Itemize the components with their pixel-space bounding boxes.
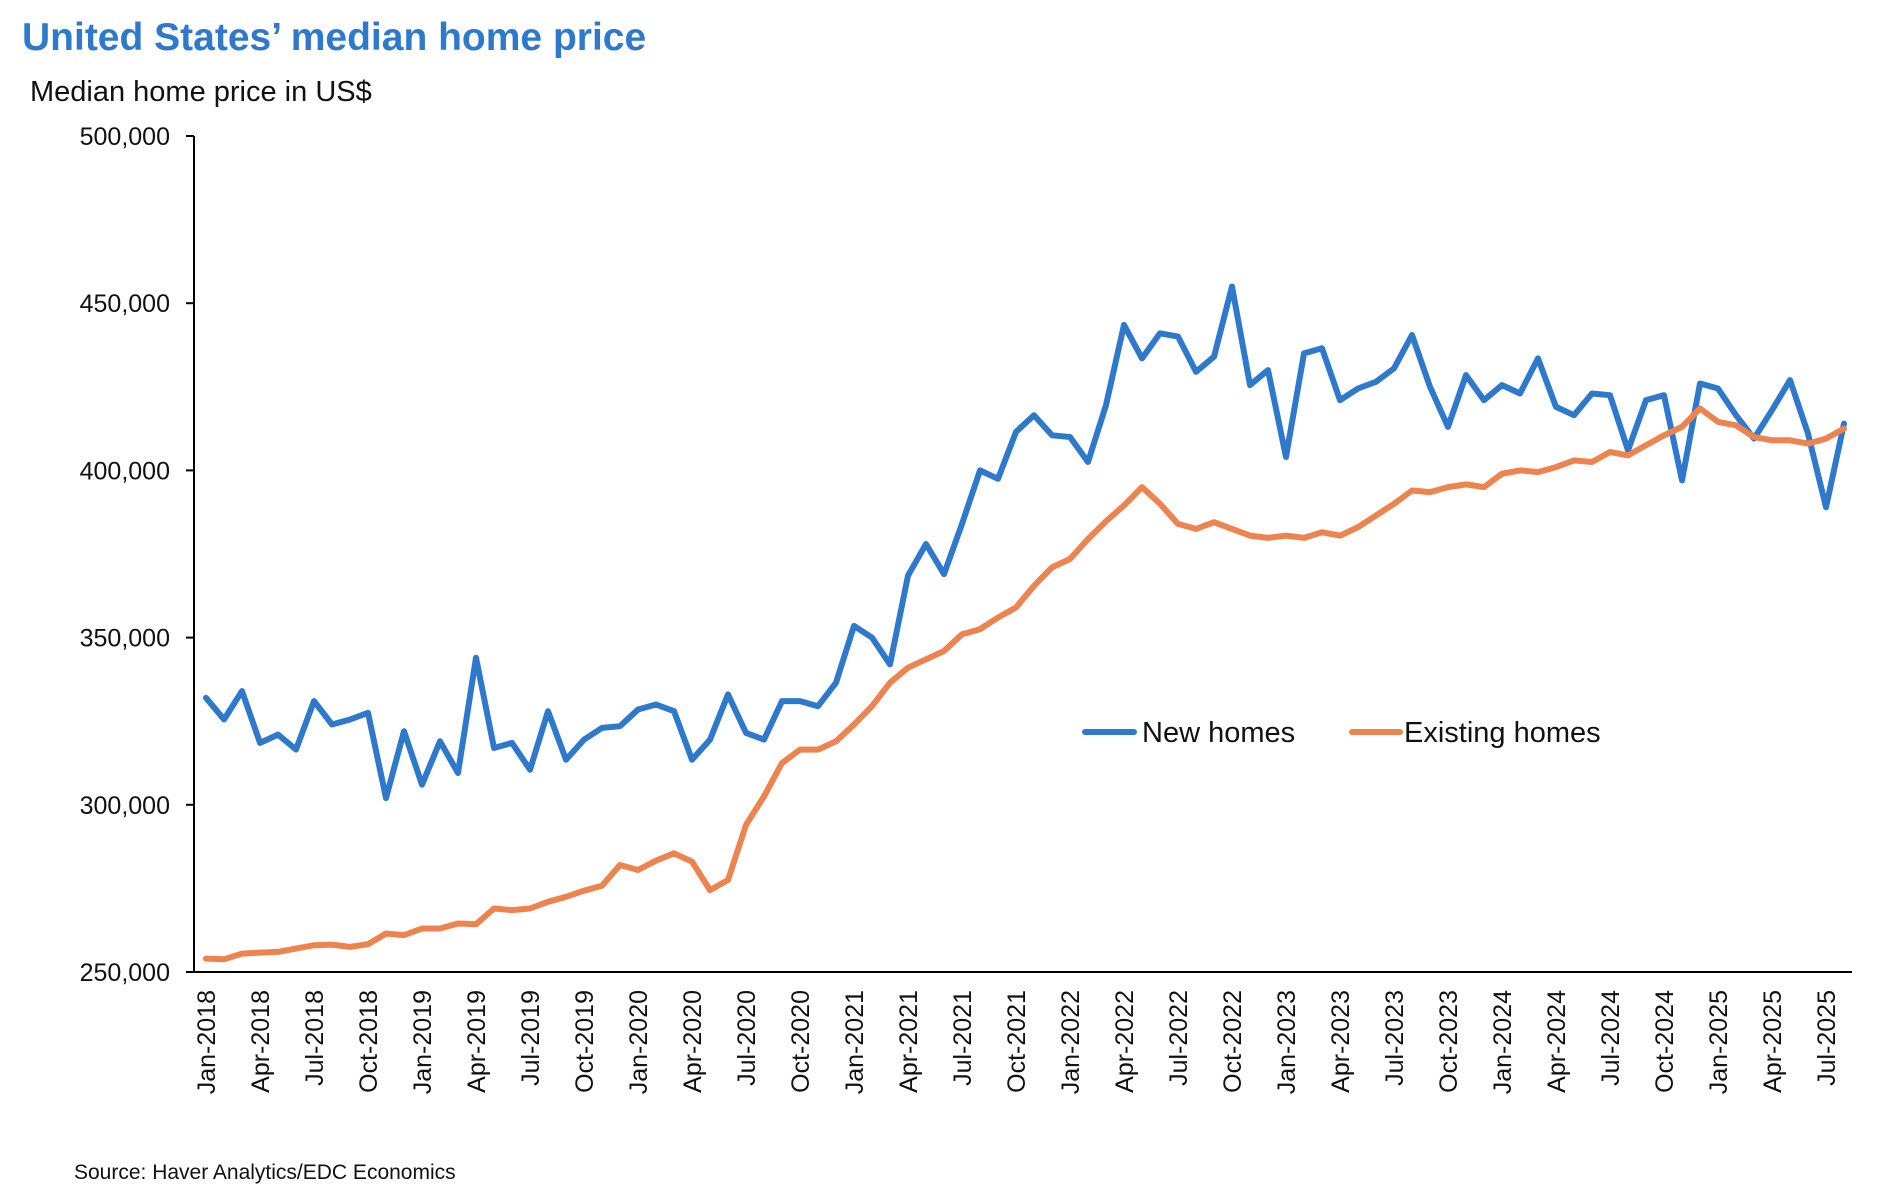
x-tick-label: Jan-2024	[1489, 990, 1517, 1094]
legend-label-existing-homes: Existing homes	[1404, 717, 1601, 749]
x-tick-label: Jul-2019	[517, 990, 545, 1086]
x-tick-label: Apr-2024	[1543, 990, 1571, 1093]
x-tick-label: Oct-2019	[571, 990, 599, 1093]
x-tick-label: Jul-2021	[949, 990, 977, 1086]
chart-subtitle: Median home price in US$	[30, 76, 372, 108]
x-tick-label: Oct-2020	[787, 990, 815, 1093]
x-tick-label: Jan-2018	[193, 990, 221, 1094]
x-tick-label: Jan-2025	[1705, 990, 1733, 1094]
x-tick-label: Jul-2025	[1813, 990, 1841, 1086]
source-note: Source: Haver Analytics/EDC Economics	[74, 1161, 456, 1184]
chart-title: United States’ median home price	[22, 16, 646, 59]
y-tick-label: 400,000	[80, 457, 170, 485]
x-tick-label: Apr-2021	[895, 990, 923, 1093]
x-tick-label: Apr-2022	[1111, 990, 1139, 1093]
x-tick-label: Oct-2023	[1435, 990, 1463, 1093]
x-tick-label: Jan-2020	[625, 990, 653, 1094]
y-tick-label: 300,000	[80, 792, 170, 820]
x-tick-label: Oct-2022	[1219, 990, 1247, 1093]
series-line-new-homes	[203, 283, 1847, 802]
x-tick-label: Jan-2022	[1057, 990, 1085, 1094]
x-tick-label: Jul-2023	[1381, 990, 1409, 1086]
x-tick-label: Oct-2024	[1651, 990, 1679, 1093]
x-tick-label: Apr-2020	[679, 990, 707, 1093]
x-tick-label: Jul-2024	[1597, 990, 1625, 1086]
y-tick-label: 350,000	[80, 625, 170, 653]
x-tick-label: Jan-2021	[841, 990, 869, 1094]
x-tick-label: Apr-2018	[247, 990, 275, 1093]
x-tick-label: Jan-2019	[409, 990, 437, 1094]
x-tick-label: Apr-2025	[1759, 990, 1787, 1093]
x-tick-label: Jul-2018	[301, 990, 329, 1086]
series-line-existing-homes	[203, 405, 1847, 963]
legend: New homes Existing homes	[1082, 717, 1601, 749]
y-tick-label: 500,000	[80, 123, 170, 151]
x-tick-label: Jan-2023	[1273, 990, 1301, 1094]
x-tick-label: Jul-2022	[1165, 990, 1193, 1086]
y-tick-label: 250,000	[80, 959, 170, 987]
y-tick-label: 450,000	[80, 290, 170, 318]
x-tick-label: Oct-2018	[355, 990, 383, 1093]
x-tick-label: Apr-2019	[463, 990, 491, 1093]
x-tick-label: Jul-2020	[733, 990, 761, 1086]
x-tick-label: Oct-2021	[1003, 990, 1031, 1093]
x-tick-label: Apr-2023	[1327, 990, 1355, 1093]
legend-label-new-homes: New homes	[1142, 717, 1295, 749]
